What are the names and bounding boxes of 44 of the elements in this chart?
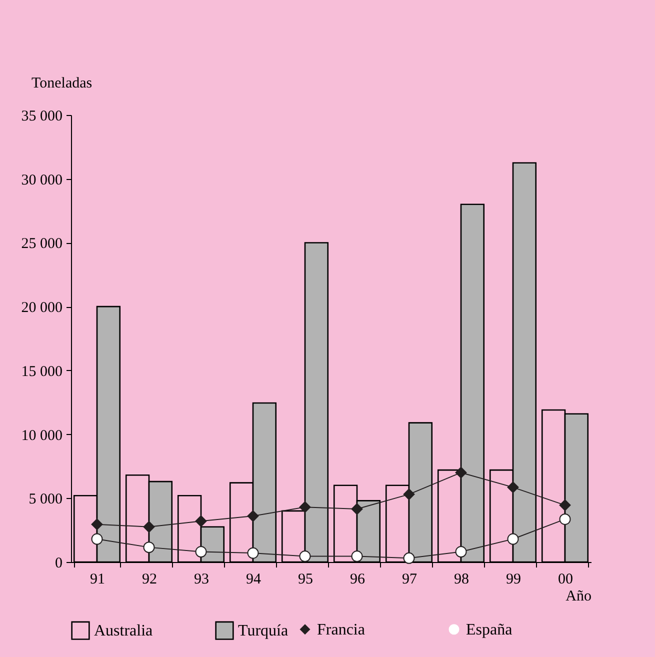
point: [403, 552, 415, 564]
point: [91, 518, 103, 530]
x-tick-label: 96: [350, 572, 366, 588]
point: [455, 466, 467, 478]
point: [299, 550, 311, 562]
point: [351, 503, 363, 515]
legend-label: Francia: [317, 621, 365, 638]
point: [455, 546, 467, 558]
x-tick-label: 92: [142, 572, 157, 588]
point: [247, 547, 259, 559]
x-tick-label: 95: [298, 572, 313, 588]
legend-label: Turquía: [238, 622, 288, 640]
y-tick-label: 10 000: [21, 428, 62, 444]
y-tick-label: 20 000: [21, 300, 62, 316]
point: [91, 533, 103, 545]
x-axis-title: Año: [566, 588, 592, 604]
y-tick-label: 5 000: [28, 492, 62, 508]
x-tick-label: 94: [246, 572, 262, 588]
point: [507, 533, 519, 545]
y-tick-label: 30 000: [21, 172, 62, 188]
point: [247, 510, 259, 522]
point: [299, 501, 311, 513]
point: [559, 513, 571, 525]
x-tick-label: 97: [402, 572, 418, 588]
legend-label: Australia: [94, 622, 153, 640]
y-tick-label: 25 000: [21, 236, 62, 252]
legend-label: España: [466, 621, 512, 638]
x-tick-label: 98: [454, 572, 469, 588]
point: [559, 499, 571, 511]
y-tick-label: 0: [55, 556, 62, 572]
point: [195, 546, 207, 558]
y-axis-title: Toneladas: [32, 76, 92, 92]
point: [195, 515, 207, 527]
point: [143, 521, 155, 533]
x-tick-label: 00: [558, 572, 573, 588]
point: [507, 482, 519, 494]
y-tick-label: 15 000: [21, 364, 62, 380]
point: [143, 542, 155, 554]
y-tick-label: 35 000: [21, 108, 62, 124]
point: [403, 488, 415, 500]
point: [351, 550, 363, 562]
x-tick-label: 91: [90, 572, 105, 588]
x-tick-label: 99: [506, 572, 521, 588]
x-tick-label: 93: [194, 572, 209, 588]
